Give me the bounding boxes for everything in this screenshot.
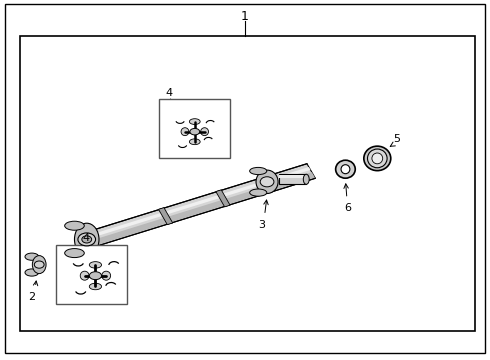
- Text: 6: 6: [344, 203, 351, 213]
- Ellipse shape: [65, 221, 84, 230]
- Bar: [56, 245, 127, 304]
- Bar: [279, 174, 306, 184]
- Ellipse shape: [32, 256, 46, 274]
- Circle shape: [260, 177, 274, 187]
- Ellipse shape: [181, 128, 189, 136]
- Text: 5: 5: [393, 134, 400, 144]
- Ellipse shape: [89, 283, 101, 290]
- Text: 2: 2: [28, 292, 35, 302]
- Text: 4: 4: [166, 88, 173, 98]
- Text: 1: 1: [241, 10, 249, 23]
- Circle shape: [34, 261, 44, 268]
- Ellipse shape: [256, 170, 278, 194]
- Ellipse shape: [190, 139, 200, 145]
- Text: 4: 4: [82, 233, 89, 243]
- Ellipse shape: [89, 272, 101, 280]
- Circle shape: [78, 233, 96, 246]
- Bar: [279, 175, 306, 178]
- Ellipse shape: [74, 223, 99, 256]
- Ellipse shape: [364, 146, 391, 171]
- Ellipse shape: [249, 167, 267, 175]
- Text: 3: 3: [259, 220, 266, 230]
- Ellipse shape: [372, 153, 383, 164]
- Ellipse shape: [368, 149, 387, 168]
- Ellipse shape: [102, 271, 111, 280]
- Ellipse shape: [341, 165, 350, 174]
- Ellipse shape: [89, 262, 101, 268]
- Polygon shape: [158, 208, 173, 225]
- Ellipse shape: [25, 269, 39, 276]
- Ellipse shape: [201, 128, 209, 136]
- Ellipse shape: [190, 119, 200, 125]
- Ellipse shape: [190, 129, 200, 135]
- Polygon shape: [216, 190, 230, 207]
- Polygon shape: [91, 172, 315, 246]
- Polygon shape: [88, 167, 311, 238]
- Ellipse shape: [303, 174, 309, 184]
- Ellipse shape: [25, 253, 39, 260]
- Bar: [20, 36, 475, 331]
- Circle shape: [82, 236, 92, 243]
- Ellipse shape: [80, 271, 89, 280]
- Ellipse shape: [249, 189, 267, 196]
- Ellipse shape: [336, 160, 355, 178]
- Bar: [159, 99, 230, 158]
- Ellipse shape: [65, 248, 84, 258]
- Polygon shape: [86, 164, 316, 247]
